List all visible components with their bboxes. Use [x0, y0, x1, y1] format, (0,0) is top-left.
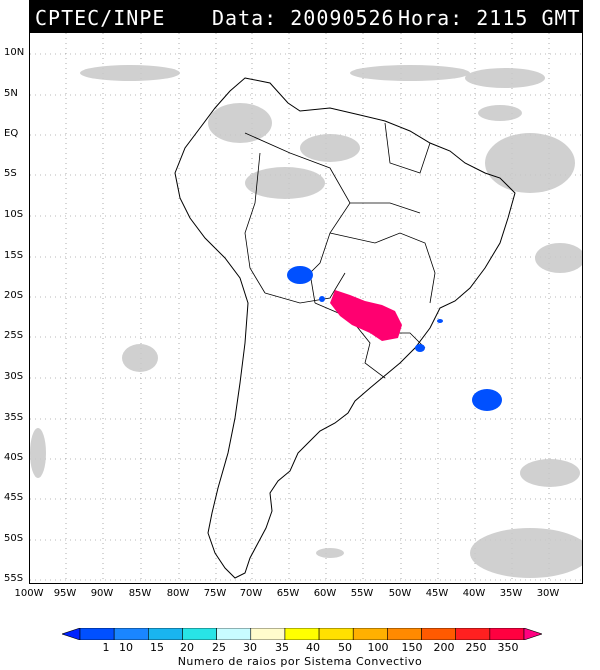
storm-magenta — [330, 290, 402, 341]
lat-label: 30S — [4, 371, 24, 382]
colorbar-swatch — [421, 628, 456, 640]
lat-label: 35S — [4, 412, 24, 423]
date-label: Data: 20090526 — [212, 6, 395, 30]
colorbar-label: 250 — [465, 641, 487, 654]
lon-label: 90W — [90, 588, 114, 599]
colorbar-label: 50 — [338, 641, 352, 654]
colorbar-label: 40 — [306, 641, 320, 654]
cloud-cover — [30, 65, 582, 578]
lat-label: 55S — [4, 573, 24, 584]
lat-label: 45S — [4, 492, 24, 503]
storm-blue-5 — [437, 319, 443, 323]
colorbar-label: 100 — [367, 641, 389, 654]
time-label: Hora: 2115 GMT — [398, 6, 581, 30]
south-america-coastline — [174, 77, 516, 579]
colorbar-label: 200 — [433, 641, 455, 654]
lat-label: 15S — [4, 250, 24, 261]
country-borders — [244, 122, 436, 379]
colorbar-label: 10 — [119, 641, 133, 654]
storm-blue-4 — [319, 296, 325, 302]
colorbar-swatch — [455, 628, 491, 640]
colorbar-swatch — [79, 628, 115, 640]
colorbar-swatch — [523, 628, 542, 640]
colorbar-swatch — [182, 628, 217, 640]
convective-systems — [287, 266, 502, 411]
map-canvas — [30, 33, 582, 583]
colorbar-swatch — [387, 628, 422, 640]
colorbar-swatch — [216, 628, 252, 640]
map-header: CPTEC/INPE Data: 20090526 Hora: 2115 GMT — [29, 0, 583, 32]
colorbar-swatch — [250, 628, 286, 640]
lat-label: 25S — [4, 330, 24, 341]
colorbar-label: 1 — [102, 641, 110, 654]
colorbar-swatch — [284, 628, 320, 640]
colorbar-label: 30 — [243, 641, 257, 654]
lon-label: 60W — [313, 588, 337, 599]
colorbar-label: 350 — [497, 641, 519, 654]
colorbar-label: 35 — [275, 641, 289, 654]
lon-label: 75W — [203, 588, 227, 599]
colorbar-label: 25 — [212, 641, 226, 654]
lat-label: 20S — [4, 290, 24, 301]
storm-blue-1 — [287, 266, 313, 284]
colorbar-swatch — [352, 628, 388, 640]
colorbar-label: 20 — [180, 641, 194, 654]
colorbar-swatch — [113, 628, 149, 640]
lon-label: 70W — [239, 588, 263, 599]
colorbar-label: 15 — [150, 641, 164, 654]
lat-label: 5N — [4, 88, 18, 99]
colorbar-title: Numero de raios por Sistema Convectivo — [177, 655, 423, 668]
colorbar-swatch — [489, 628, 525, 640]
lon-label: 45W — [425, 588, 449, 599]
lat-label: 10N — [4, 47, 25, 58]
lon-label: 55W — [350, 588, 374, 599]
colorbar-swatch — [318, 628, 354, 640]
map-panel — [29, 32, 583, 584]
lon-label: 80W — [166, 588, 190, 599]
lat-label: 5S — [4, 168, 17, 179]
lon-label: 65W — [276, 588, 300, 599]
source-label: CPTEC/INPE — [35, 6, 166, 30]
colorbar — [62, 628, 542, 640]
lon-label: 50W — [388, 588, 412, 599]
lon-label: 40W — [462, 588, 486, 599]
colorbar-swatch — [62, 628, 81, 640]
storm-blue-3 — [415, 344, 425, 352]
lon-label: 100W — [14, 588, 44, 599]
lat-label: EQ — [4, 128, 19, 139]
lon-label: 35W — [499, 588, 523, 599]
lat-label: 40S — [4, 452, 24, 463]
storm-blue-2 — [472, 389, 502, 411]
colorbar-label: 150 — [401, 641, 423, 654]
lon-label: 85W — [128, 588, 152, 599]
colorbar-swatch — [148, 628, 183, 640]
lat-label: 10S — [4, 209, 24, 220]
lat-label: 50S — [4, 533, 24, 544]
lon-label: 30W — [536, 588, 560, 599]
lon-label: 95W — [53, 588, 77, 599]
